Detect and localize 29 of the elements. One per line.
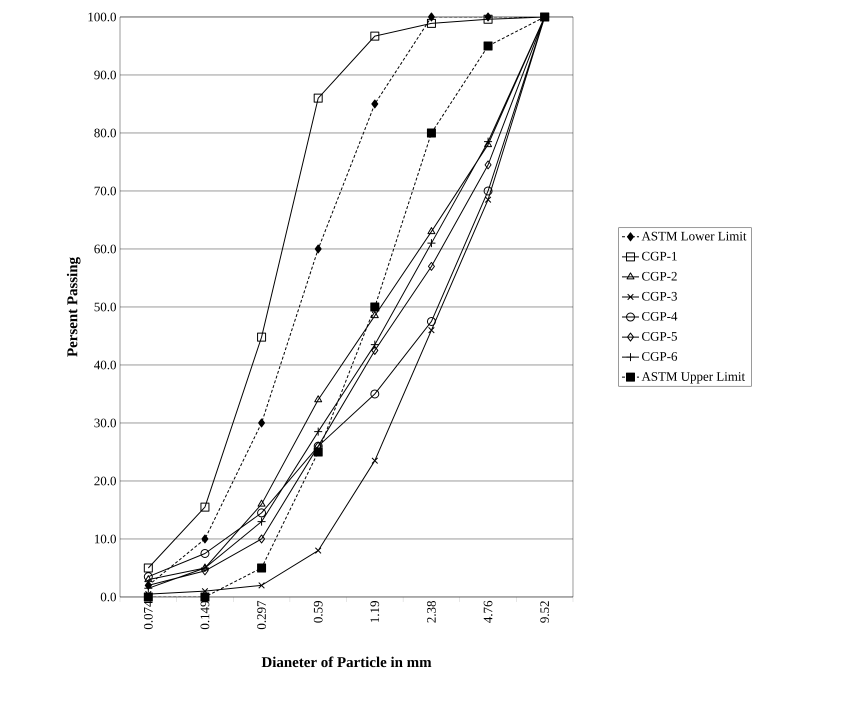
- y-tick-label: 10.0: [94, 534, 116, 544]
- legend-label: CGP-5: [642, 332, 677, 341]
- y-tick-label: 50.0: [94, 302, 116, 312]
- y-tick-label: 40.0: [94, 360, 116, 370]
- y-tick-label: 90.0: [94, 70, 116, 80]
- legend-label: CGP-1: [642, 252, 677, 261]
- legend-label: ASTM Lower Limit: [642, 232, 746, 240]
- x-tick-label: 0.59: [314, 601, 323, 623]
- x-tick-label: 0.297: [257, 600, 266, 630]
- x-tick-label: 1.19: [370, 601, 380, 622]
- legend-label: CGP-3: [642, 292, 677, 301]
- y-tick-label: 100.0: [88, 12, 116, 22]
- x-tick-label: 0.149: [200, 601, 210, 630]
- y-tick-label: 30.0: [94, 418, 116, 428]
- y-axis-title: Persent Passing: [66, 257, 81, 357]
- x-tick-label: 0.074: [144, 600, 153, 630]
- y-tick-label: 20.0: [94, 476, 116, 486]
- x-tick-label: 2.38: [427, 600, 436, 623]
- legend-label: CGP-6: [642, 352, 678, 361]
- legend-label: ASTM Upper Limit: [642, 372, 746, 384]
- y-tick-label: 0.0: [100, 592, 116, 602]
- y-tick-label: 60.0: [94, 244, 116, 254]
- x-tick-label: 4.76: [484, 600, 492, 623]
- y-tick-label: 80.0: [94, 128, 116, 138]
- x-tick-label: 9.52: [540, 601, 550, 623]
- x-axis-title: Dianeter of Particle in mm: [262, 656, 432, 668]
- legend-label: CGP-2: [642, 272, 677, 281]
- legend-label: CGP-4: [642, 312, 678, 321]
- y-tick-label: 70.0: [94, 186, 116, 196]
